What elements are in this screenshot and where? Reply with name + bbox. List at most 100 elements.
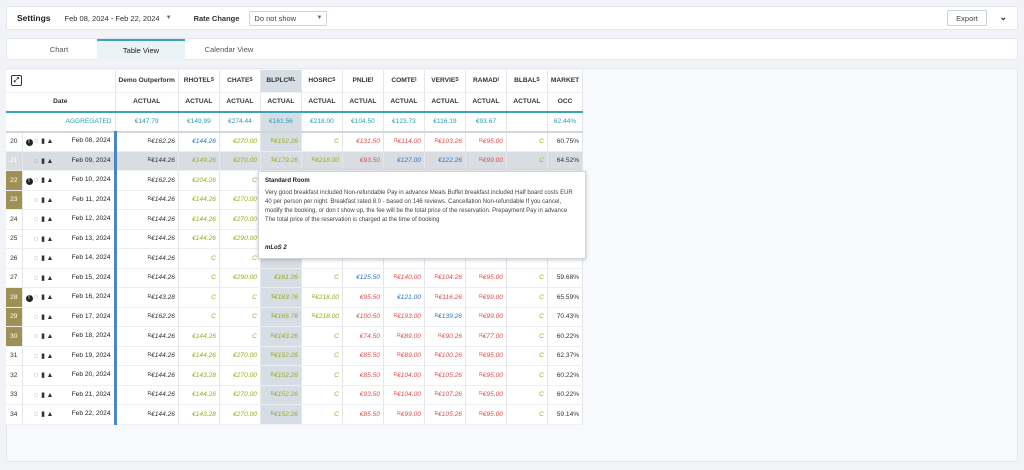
bookmark-icon[interactable]: ▮ [41, 411, 45, 419]
chart-icon[interactable]: ▲ [46, 235, 54, 243]
rate-cell[interactable]: 60.22% [547, 326, 584, 347]
tab-calendar-view[interactable]: Calendar View [204, 45, 254, 54]
rate-cell[interactable]: R€90.26 [424, 326, 466, 347]
rate-cell[interactable]: R€103.26 [424, 131, 466, 152]
rate-cell[interactable]: €85.50 [342, 346, 384, 366]
chart-icon[interactable]: ▲ [46, 313, 54, 321]
date-range-select[interactable]: Feb 08, 2024 - Feb 22, 2024 ▼ [65, 14, 172, 23]
rate-cell[interactable]: R€95.00 [465, 365, 507, 386]
rate-cell[interactable]: R€144.26 [115, 404, 179, 425]
comment-icon[interactable]: ◌ [33, 352, 39, 360]
comment-icon[interactable]: ◌ [33, 293, 39, 301]
col-header[interactable]: PNLIEI [342, 70, 384, 93]
rate-cell[interactable]: C [178, 268, 220, 288]
rate-cell[interactable]: 59.14% [547, 404, 584, 425]
rate-cell[interactable]: €290.00 [219, 229, 261, 249]
rate-cell[interactable]: €270.00 [219, 385, 261, 405]
bookmark-icon[interactable]: ▮ [41, 274, 45, 282]
comment-icon[interactable]: ◌ [33, 235, 39, 243]
rate-cell[interactable]: €93.50 [342, 385, 384, 405]
rate-cell[interactable]: C [301, 268, 343, 288]
comment-icon[interactable]: ◌ [33, 157, 39, 165]
bookmark-icon[interactable]: ▮ [41, 372, 45, 380]
comment-icon[interactable]: ◌ [33, 216, 39, 224]
rate-cell[interactable]: €149.26 [178, 151, 220, 171]
rate-cell[interactable]: C [506, 404, 548, 425]
rate-cell[interactable]: R€144.26 [115, 365, 179, 386]
rate-cell[interactable]: €143.28 [178, 404, 220, 425]
rate-cell[interactable]: R€100.26 [424, 346, 466, 366]
tab-table-view[interactable]: Table View [97, 39, 185, 60]
info-icon[interactable]: ! [25, 177, 33, 185]
rate-cell[interactable]: R€162.26 [115, 170, 179, 191]
rate-cell[interactable]: 60.22% [547, 385, 584, 405]
rate-cell[interactable]: R€162.26 [115, 131, 179, 152]
rate-cell[interactable]: R€218.00 [301, 287, 343, 308]
comment-icon[interactable]: ◌ [33, 274, 39, 282]
rate-cell[interactable]: R€95.00 [465, 385, 507, 405]
rate-cell[interactable]: €270.00 [219, 190, 261, 210]
chart-icon[interactable]: ▲ [46, 352, 54, 360]
rate-cell[interactable]: C [301, 346, 343, 366]
rate-cell[interactable]: R€116.26 [424, 287, 466, 308]
rate-cell[interactable]: R€144.26 [115, 385, 179, 405]
rate-cell[interactable]: R€143.26 [260, 326, 302, 347]
chart-icon[interactable]: ▲ [46, 293, 54, 301]
rate-cell[interactable]: R€144.26 [115, 326, 179, 347]
rate-cell[interactable]: C [178, 248, 220, 269]
rate-cell[interactable]: €125.50 [342, 268, 384, 288]
bookmark-icon[interactable]: ▮ [41, 196, 45, 204]
comment-icon[interactable]: ◌ [33, 372, 39, 380]
rate-cell[interactable]: C [506, 307, 548, 327]
rate-cell[interactable]: C [301, 404, 343, 425]
rate-cell[interactable]: €127.00 [383, 151, 425, 171]
rate-cell[interactable]: C [506, 151, 548, 171]
rate-cell[interactable]: R€105.26 [424, 365, 466, 386]
rate-cell[interactable]: R€99.00 [465, 151, 507, 171]
export-menu-chevron-icon[interactable]: ⌄ [999, 12, 1007, 22]
rate-cell[interactable]: €144.26 [178, 229, 220, 249]
rate-cell[interactable]: C [219, 248, 261, 269]
rate-cell[interactable]: €121.00 [383, 287, 425, 308]
rate-cell[interactable]: R€95.00 [465, 404, 507, 425]
rate-cell[interactable]: $€183.76 [260, 287, 302, 308]
chart-icon[interactable]: ▲ [46, 176, 54, 184]
rate-cell[interactable]: R€89.00 [383, 346, 425, 366]
rate-cell[interactable]: R€95.00 [465, 346, 507, 366]
rate-cell[interactable]: €144.26 [178, 209, 220, 230]
chart-icon[interactable]: ▲ [46, 391, 54, 399]
rate-cell[interactable]: R€144.26 [115, 268, 179, 288]
rate-cell[interactable]: R€107.26 [424, 385, 466, 405]
bookmark-icon[interactable]: ▮ [41, 176, 45, 184]
rate-cell[interactable]: R€77.00 [465, 326, 507, 347]
rate-cell[interactable]: $€166.76 [260, 307, 302, 327]
rate-cell[interactable]: €144.26 [178, 326, 220, 347]
rate-cell[interactable]: €144.26 [178, 131, 220, 152]
rate-cell[interactable]: R€218.00 [301, 151, 343, 171]
tab-chart[interactable]: Chart [49, 45, 69, 54]
col-header[interactable]: BLBALS [506, 70, 548, 93]
rate-cell[interactable]: C [506, 385, 548, 405]
rate-cell[interactable]: C [301, 385, 343, 405]
rate-cell[interactable]: R€104.00 [383, 365, 425, 386]
chart-icon[interactable]: ▲ [46, 333, 54, 341]
rate-cell[interactable]: C [301, 326, 343, 347]
rate-cell[interactable]: €85.50 [342, 365, 384, 386]
export-button[interactable]: Export [947, 10, 987, 26]
bookmark-icon[interactable]: ▮ [41, 352, 45, 360]
rate-cell[interactable]: €143.28 [178, 365, 220, 386]
rate-cell[interactable]: €122.26 [424, 151, 466, 171]
comment-icon[interactable]: ◌ [33, 138, 39, 145]
rate-cell[interactable]: R€95.00 [465, 131, 507, 152]
rate-cell[interactable]: R€152.26 [260, 365, 302, 386]
rate-cell[interactable]: C [178, 287, 220, 308]
rate-cell[interactable]: 70.43% [547, 307, 584, 327]
rate-cell[interactable]: C [219, 307, 261, 327]
rate-cell[interactable]: R€144.26 [115, 209, 179, 230]
rate-cell[interactable]: R€144.26 [115, 190, 179, 210]
rate-cell[interactable]: 64.52% [547, 151, 584, 171]
chart-icon[interactable]: ▲ [46, 274, 54, 282]
rate-cell[interactable]: C [301, 365, 343, 386]
rate-cell[interactable]: R€162.26 [115, 307, 179, 327]
bookmark-icon[interactable]: ▮ [41, 235, 45, 243]
